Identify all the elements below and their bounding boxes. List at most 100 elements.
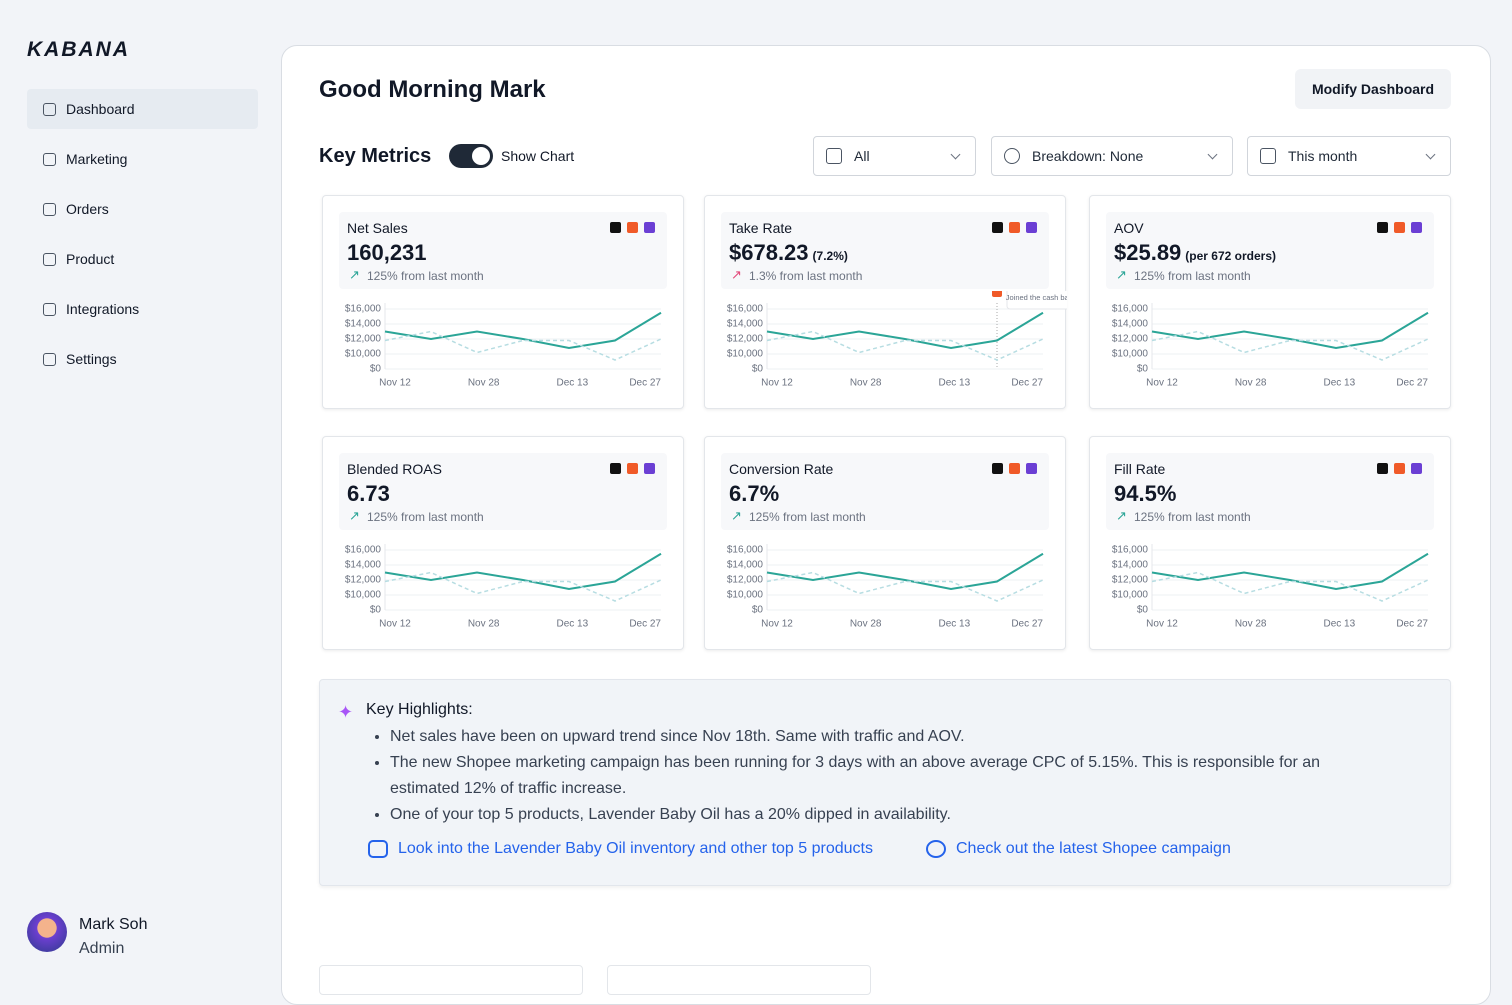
x-tick-label: Dec 13 xyxy=(938,619,970,630)
link[interactable]: Look into the Lavender Baby Oil inventor… xyxy=(368,840,873,858)
card-title: AOV xyxy=(1114,220,1144,236)
x-tick-label: Dec 13 xyxy=(556,378,588,389)
nav-label[interactable]: Dashboard xyxy=(66,101,135,117)
platform-icon xyxy=(1026,222,1037,233)
filter[interactable]: All xyxy=(813,136,976,176)
y-tick-label: $12,000 xyxy=(345,334,382,345)
card-header: Take Rate $678.23(7.2%) 1.3% from last mon… xyxy=(721,212,1049,289)
annotation-icon xyxy=(992,291,1002,297)
platform-icon xyxy=(992,463,1003,474)
y-tick-label: $14,000 xyxy=(1112,560,1149,571)
platform-icons xyxy=(610,463,655,474)
x-tick-label: Nov 12 xyxy=(379,619,411,630)
y-tick-label: $12,000 xyxy=(727,334,764,345)
mini-chart: $0 $10,000 $12,000 $14,000 $16,000 Nov 12 Nov … xyxy=(727,291,1067,389)
link-text[interactable]: Check out the latest Shopee campaign xyxy=(956,840,1231,857)
nav-item[interactable]: Marketing xyxy=(27,139,258,179)
card-value: $678.23 (7.2%) xyxy=(729,240,848,265)
x-tick-label: Dec 27 xyxy=(1396,619,1428,630)
metric-card: Take Rate $678.23(7.2%) 1.3% from last mon… xyxy=(704,195,1067,409)
greeting: Good Morning Mark xyxy=(319,76,546,103)
platform-icons xyxy=(610,222,655,233)
nav-label[interactable]: Orders xyxy=(66,201,109,217)
avatar[interactable] xyxy=(27,912,67,952)
card-change: 125% from last month xyxy=(1114,508,1251,524)
nav-label[interactable]: Marketing xyxy=(66,151,128,167)
metric-card: Fill Rate 94.5% 125% from last month $0 $10,… xyxy=(1089,436,1451,650)
platform-icon xyxy=(644,222,655,233)
y-tick-label: $12,000 xyxy=(727,575,764,586)
x-tick-label: Nov 12 xyxy=(761,378,793,389)
y-tick-label: $16,000 xyxy=(727,545,764,556)
highlight-list: Net sales have been on upward trend sinc… xyxy=(370,724,1390,828)
mini-chart: $0 $10,000 $12,000 $14,000 $16,000 Nov 12 Nov … xyxy=(727,544,1044,630)
section-title: Key Metrics xyxy=(319,145,432,167)
card-title: Conversion Rate xyxy=(729,461,834,477)
platform-icon xyxy=(1394,463,1405,474)
series-line xyxy=(384,552,662,591)
card-value: 160,231 xyxy=(347,240,427,265)
breakdown[interactable]: Breakdown: None xyxy=(991,136,1233,176)
modify-button[interactable]: Modify Dashboard xyxy=(1295,69,1451,109)
link-text[interactable]: Look into the Lavender Baby Oil inventor… xyxy=(398,840,873,857)
y-tick-label: $14,000 xyxy=(727,319,764,330)
nav-item[interactable]: Orders xyxy=(27,189,258,229)
nav-item[interactable]: Dashboard xyxy=(27,89,258,129)
highlight: One of your top 5 products, Lavender Bab… xyxy=(390,802,1390,828)
nav-item[interactable]: Settings xyxy=(27,339,258,379)
card-placeholder xyxy=(607,965,871,995)
nav-icon xyxy=(43,102,56,116)
x-tick-label: Nov 12 xyxy=(379,378,411,389)
x-tick-label: Nov 28 xyxy=(468,378,500,389)
y-tick-label: $10,000 xyxy=(727,349,764,360)
x-tick-label: Dec 27 xyxy=(1011,378,1043,389)
card-header: Conversion Rate 6.7% 125% from last month xyxy=(721,453,1049,530)
card-title: Net Sales xyxy=(347,220,408,236)
card-title: Blended ROAS xyxy=(347,461,442,477)
platform-icon xyxy=(992,222,1003,233)
series-line xyxy=(766,330,1044,361)
toggle[interactable] xyxy=(449,144,493,168)
nav-icon xyxy=(43,302,56,316)
x-tick-label: Dec 13 xyxy=(556,619,588,630)
x-tick-label: Nov 28 xyxy=(1235,378,1267,389)
card-title: Fill Rate xyxy=(1114,461,1166,477)
card-header: AOV $25.89(per 672 orders) 125% from last … xyxy=(1106,212,1434,289)
y-tick-label: $0 xyxy=(370,364,382,375)
series-line xyxy=(766,571,1044,602)
mini-chart: $0 $10,000 $12,000 $14,000 $16,000 Nov 12 Nov … xyxy=(345,544,662,630)
annotation-box xyxy=(1006,291,1067,310)
nav-item[interactable]: Integrations xyxy=(27,289,258,329)
x-tick-label: Dec 13 xyxy=(1323,619,1355,630)
mini-chart: $0 $10,000 $12,000 $14,000 $16,000 Nov 12 Nov … xyxy=(1112,303,1429,389)
date-range[interactable]: This month xyxy=(1247,136,1451,176)
nav-label[interactable]: Settings xyxy=(66,351,117,367)
card-value: $25.89 (per 672 orders) xyxy=(1114,240,1276,265)
platform-icon xyxy=(644,463,655,474)
nav-label[interactable]: Product xyxy=(66,251,115,267)
annotation-text: Joined the cash back program xyxy=(1006,293,1067,302)
y-tick-label: $0 xyxy=(752,364,764,375)
platform-icon xyxy=(1009,222,1020,233)
platform-icons xyxy=(992,463,1037,474)
x-tick-label: Nov 28 xyxy=(850,378,882,389)
metric-card: Net Sales 160,231 125% from last month $0 $1… xyxy=(322,195,684,409)
nav-label[interactable]: Integrations xyxy=(66,301,140,317)
y-tick-label: $14,000 xyxy=(345,319,382,330)
y-tick-label: $12,000 xyxy=(345,575,382,586)
nav-icon xyxy=(43,152,56,166)
y-tick-label: $16,000 xyxy=(727,304,764,315)
link[interactable]: Check out the latest Shopee campaign xyxy=(926,840,1231,858)
metric-card: Blended ROAS 6.73 125% from last month $0 $1… xyxy=(322,436,684,650)
card-change: 125% from last month xyxy=(729,508,866,524)
platform-icon xyxy=(1411,222,1422,233)
y-tick-label: $10,000 xyxy=(1112,590,1149,601)
user-role: Admin xyxy=(79,940,125,957)
card-value: 94.5% xyxy=(1114,481,1177,506)
nav-item[interactable]: Product xyxy=(27,239,258,279)
series-line xyxy=(766,311,1044,350)
x-tick-label: Dec 27 xyxy=(629,378,661,389)
card-placeholder xyxy=(319,965,583,995)
x-tick-label: Nov 12 xyxy=(1146,619,1178,630)
platform-icon xyxy=(1377,222,1388,233)
